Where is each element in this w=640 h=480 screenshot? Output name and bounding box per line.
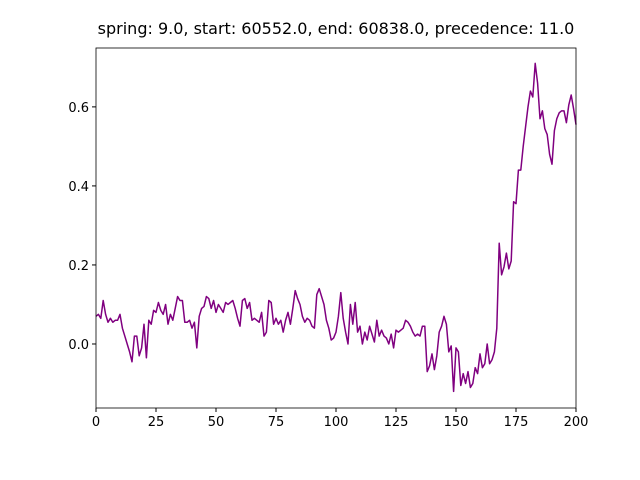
x-tick-label: 50 <box>208 415 225 430</box>
x-tick-label: 0 <box>92 415 100 430</box>
x-tick-label: 175 <box>504 415 529 430</box>
x-tick-label: 150 <box>444 415 469 430</box>
y-tick-label: 0.0 <box>68 338 89 353</box>
chart-title: spring: 9.0, start: 60552.0, end: 60838.… <box>98 19 575 38</box>
x-tick-label: 100 <box>324 415 349 430</box>
x-tick-label: 200 <box>564 415 589 430</box>
y-tick-label: 0.2 <box>68 259 89 274</box>
x-tick-label: 75 <box>268 415 285 430</box>
y-tick-label: 0.6 <box>68 101 89 116</box>
y-tick-label: 0.4 <box>68 180 89 195</box>
x-tick-label: 25 <box>148 415 165 430</box>
data-line <box>95 62 577 393</box>
x-tick-label: 125 <box>384 415 409 430</box>
plot-frame <box>95 47 577 409</box>
